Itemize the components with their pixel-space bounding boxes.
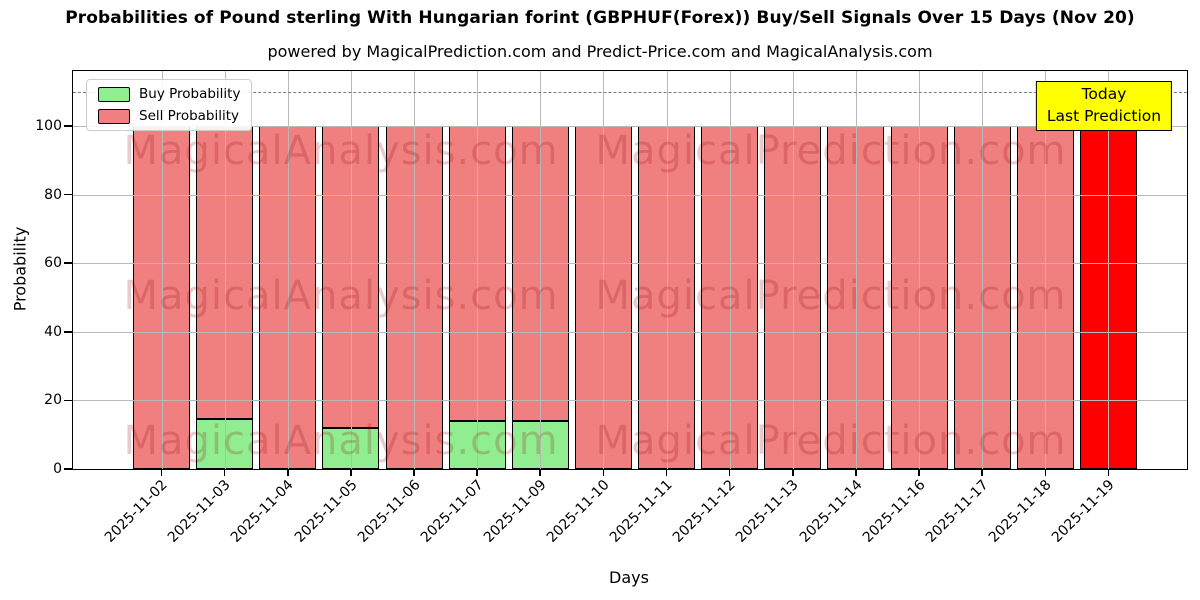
- legend: Buy Probability Sell Probability: [86, 79, 253, 131]
- gridline-v: [603, 71, 605, 469]
- page-subtitle: powered by MagicalPrediction.com and Pre…: [267, 42, 933, 61]
- x-tick-label-text: 2025-11-11: [606, 477, 676, 546]
- legend-item-buy: Buy Probability: [98, 86, 240, 102]
- axis-tick: [539, 469, 542, 476]
- x-axis-label: Days: [609, 568, 649, 587]
- x-tick-label-text: 2025-11-17: [922, 477, 992, 546]
- axis-tick: [160, 469, 163, 476]
- gridline-h: [73, 400, 1187, 402]
- x-tick-label-text: 2025-11-12: [670, 477, 739, 546]
- gridline-v: [540, 71, 542, 469]
- legend-label-buy: Buy Probability: [139, 86, 241, 102]
- y-tick-label: 100: [35, 117, 62, 134]
- axis-tick: [64, 262, 72, 264]
- gridline-h: [73, 331, 1187, 333]
- y-tick-label: 80: [44, 186, 62, 203]
- axis-tick: [286, 469, 289, 476]
- axis-tick: [350, 469, 352, 476]
- axis-tick: [1107, 469, 1110, 476]
- gridline-v: [982, 71, 984, 469]
- axis-tick: [981, 469, 983, 476]
- x-tick-label-text: 2025-11-09: [480, 477, 550, 546]
- gridline-h: [73, 194, 1187, 196]
- axis-tick: [223, 469, 226, 476]
- legend-item-sell: Sell Probability: [98, 108, 240, 124]
- x-tick-label-text: 2025-11-13: [733, 477, 803, 546]
- x-tick-label-text: 2025-11-07: [417, 477, 487, 546]
- axis-tick: [1044, 469, 1047, 476]
- gridline-v: [287, 71, 289, 469]
- axis-tick: [64, 468, 72, 470]
- x-tick-label-text: 2025-11-10: [543, 477, 613, 546]
- axis-tick: [728, 469, 731, 476]
- gridline-v: [414, 71, 416, 469]
- axis-tick: [918, 469, 920, 476]
- legend-swatch-sell: [98, 108, 130, 124]
- axis-tick: [413, 469, 415, 476]
- gridline-v: [855, 71, 857, 469]
- x-tick-label-text: 2025-11-02: [101, 477, 171, 546]
- x-tick-label-text: 2025-11-04: [228, 477, 298, 546]
- x-tick-label-text: 2025-11-05: [291, 477, 361, 546]
- today-annotation: Today Last Prediction: [1035, 81, 1173, 132]
- axis-tick: [855, 469, 857, 476]
- x-tick-label-text: 2025-11-16: [859, 477, 929, 546]
- axis-tick: [64, 125, 72, 127]
- axis-tick: [665, 469, 668, 476]
- page-title: Probabilities of Pound sterling With Hun…: [65, 8, 1135, 28]
- x-tick-label-text: 2025-11-19: [1048, 477, 1118, 546]
- x-tick-label-text: 2025-11-14: [796, 477, 866, 546]
- watermark-text: MagicalPrediction.com: [595, 128, 1067, 174]
- axis-tick: [602, 469, 605, 476]
- watermark-text: MagicalPrediction.com: [595, 273, 1067, 319]
- today-annotation-line1: Today: [1081, 85, 1127, 103]
- legend-label-sell: Sell Probability: [139, 108, 240, 124]
- gridline-v: [1108, 71, 1110, 469]
- watermark-text: MagicalAnalysis.com: [123, 128, 559, 174]
- gridline-v: [477, 71, 479, 469]
- gridline-v: [350, 71, 352, 469]
- axis-tick: [64, 193, 72, 196]
- gridline-v: [729, 71, 731, 469]
- axis-tick: [792, 469, 794, 476]
- gridline-h: [73, 263, 1187, 265]
- watermark-text: MagicalAnalysis.com: [123, 273, 559, 319]
- legend-swatch-buy: [98, 86, 130, 102]
- gridline-v: [792, 71, 794, 469]
- x-tick-label-text: 2025-11-03: [165, 477, 234, 546]
- axis-tick: [64, 330, 72, 333]
- gridline-h: [73, 125, 1187, 127]
- y-tick-label: 40: [44, 323, 62, 340]
- y-tick-label: 0: [53, 461, 62, 477]
- x-tick-label-text: 2025-11-06: [354, 477, 424, 546]
- threshold-dashline: [73, 91, 1187, 93]
- today-annotation-line2: Last Prediction: [1046, 106, 1162, 125]
- y-tick-label: 20: [44, 392, 62, 409]
- y-axis-label: Probability: [10, 226, 30, 312]
- gridline-v: [224, 71, 226, 469]
- plot-area: Buy Probability Sell Probability Today L…: [35, 70, 1188, 546]
- y-tick-label: 60: [44, 255, 62, 272]
- axis-tick: [476, 469, 478, 476]
- gridline-v: [161, 71, 163, 469]
- gridline-v: [919, 71, 921, 469]
- x-tick-label-text: 2025-11-18: [985, 477, 1055, 546]
- gridline-v: [1045, 71, 1047, 469]
- watermark-text: MagicalPrediction.com: [595, 418, 1067, 464]
- axis-tick: [64, 399, 72, 402]
- gridline-v: [666, 71, 668, 469]
- watermark-text: MagicalAnalysis.com: [123, 418, 559, 464]
